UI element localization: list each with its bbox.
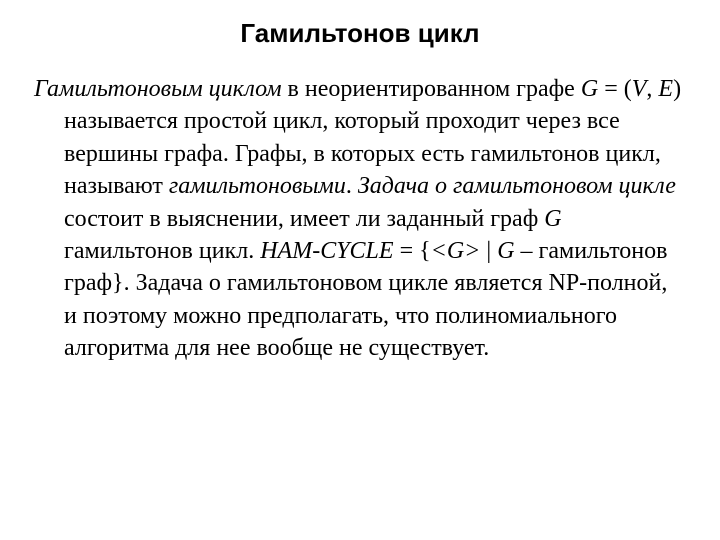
text-segment: G [497,238,514,264]
slide: Гамильтонов цикл Гамильтоновым циклом в … [0,0,720,540]
text-segment: E [658,76,673,102]
text-segment: . [346,173,358,199]
text-segment: Гамильтоновым циклом [34,76,282,102]
body-paragraph: Гамильтоновым циклом в неориентированном… [34,73,686,365]
slide-title: Гамильтонов цикл [34,18,686,49]
text-segment: гамильтоновыми [169,173,346,199]
text-segment: в неориентированном графе [282,76,581,102]
text-segment: <G> [431,238,481,264]
text-segment: G [581,76,598,102]
text-segment: V [632,76,647,102]
text-segment: , [646,76,658,102]
text-segment: гамильтонов цикл. [64,238,260,264]
text-segment: HAM-CYCLE [260,238,393,264]
text-segment: G [544,206,561,232]
text-segment: состоит в выяснении, имеет ли заданный г… [64,206,544,232]
text-segment: Задача о гамильтоновом цикле [358,173,676,199]
text-segment: | [480,238,497,264]
text-segment: = { [394,238,431,264]
text-segment: = ( [598,76,632,102]
